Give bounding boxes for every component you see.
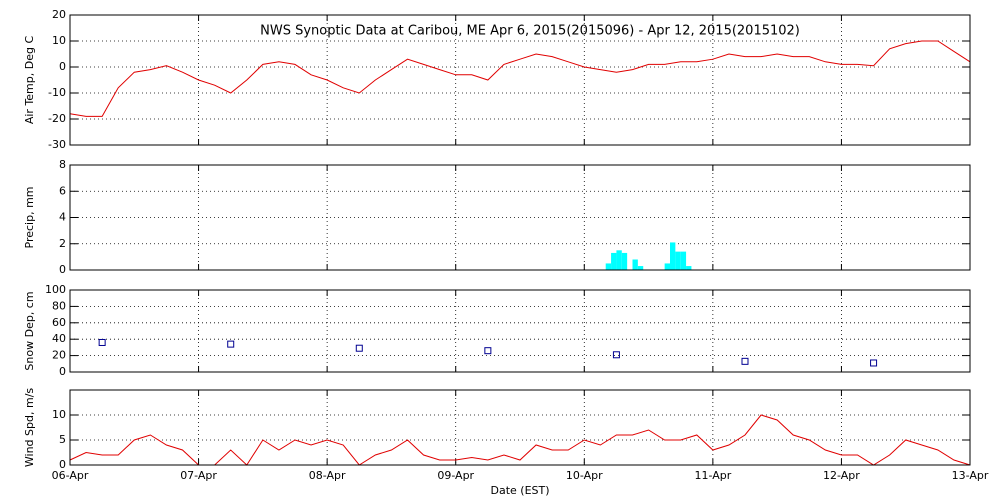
y-tick-label: 6 (59, 184, 66, 197)
point (355, 344, 363, 352)
y-tick-label: 8 (59, 158, 66, 171)
x-tick-label: 10-Apr (566, 469, 603, 482)
y-tick-label: 0 (59, 458, 66, 471)
bar (686, 266, 692, 270)
bar (675, 251, 681, 270)
y-tick-label: 4 (59, 211, 66, 224)
bar (621, 252, 628, 270)
y-tick-label: 20 (52, 8, 66, 21)
y-tick-label: 10 (52, 34, 66, 47)
y-tick-label: 0 (59, 60, 66, 73)
y-tick-label: 0 (59, 365, 66, 378)
bar (637, 266, 644, 270)
bar (611, 252, 617, 270)
plot-frame (69, 164, 971, 271)
data-line (69, 40, 971, 117)
y-axis-label: Wind Spd, m/s (23, 388, 36, 468)
point (484, 347, 492, 355)
x-tick-label: 11-Apr (694, 469, 731, 482)
x-tick-label: 09-Apr (437, 469, 474, 482)
y-tick-label: 20 (52, 349, 66, 362)
plot-frame (69, 14, 971, 146)
plot-frame (69, 389, 971, 466)
y-axis-label: Snow Dep, cm (23, 291, 36, 370)
y-axis-label: Precip, mm (23, 187, 36, 249)
chart-title: NWS Synoptic Data at Caribou, ME Apr 6, … (260, 24, 800, 39)
bar (670, 242, 676, 270)
y-tick-label: 2 (59, 237, 66, 250)
bar (632, 259, 638, 270)
point (98, 338, 106, 346)
x-tick-label: 13-Apr (952, 469, 989, 482)
x-tick-label: 12-Apr (823, 469, 860, 482)
point (870, 359, 878, 367)
y-tick-label: 60 (52, 316, 66, 329)
y-tick-label: -30 (48, 138, 66, 151)
y-tick-label: -20 (48, 112, 66, 125)
point (741, 357, 749, 365)
x-tick-label: 07-Apr (180, 469, 217, 482)
point (227, 340, 235, 348)
x-tick-label: 06-Apr (52, 469, 89, 482)
plot-frame (69, 289, 971, 373)
y-tick-label: -10 (48, 86, 66, 99)
bar (605, 263, 612, 270)
bar (616, 250, 622, 270)
data-line (69, 414, 971, 466)
y-tick-label: 40 (52, 332, 66, 345)
y-tick-label: 80 (52, 299, 66, 312)
y-axis-label: Air Temp, Deg C (23, 36, 36, 125)
y-tick-label: 5 (59, 433, 66, 446)
x-axis-label: Date (EST) (490, 484, 549, 497)
bar (664, 263, 670, 270)
x-tick-label: 08-Apr (309, 469, 346, 482)
y-tick-label: 100 (45, 283, 66, 296)
point (612, 351, 620, 359)
bar (680, 251, 687, 270)
y-tick-label: 10 (52, 408, 66, 421)
y-tick-label: 0 (59, 263, 66, 276)
